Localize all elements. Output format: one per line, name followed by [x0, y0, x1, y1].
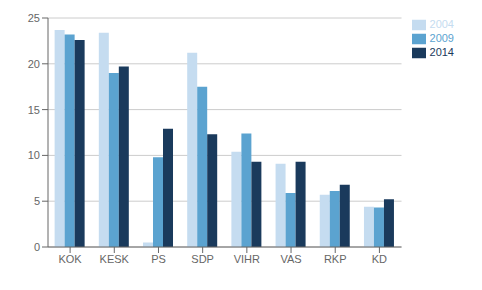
- svg-text:10: 10: [28, 149, 40, 161]
- svg-text:25: 25: [28, 12, 40, 24]
- svg-text:20: 20: [28, 58, 40, 70]
- svg-text:KESK: KESK: [100, 253, 130, 265]
- svg-text:5: 5: [34, 195, 40, 207]
- svg-text:KD: KD: [372, 253, 387, 265]
- svg-text:RKP: RKP: [324, 253, 347, 265]
- svg-text:SDP: SDP: [191, 253, 214, 265]
- svg-text:15: 15: [28, 104, 40, 116]
- html-text:2004: 2004: [429, 18, 454, 30]
- html-text:2009: 2009: [429, 32, 454, 45]
- svg-text:0: 0: [34, 241, 40, 253]
- svg-text:PS: PS: [151, 253, 166, 265]
- svg-text:VIHR: VIHR: [234, 253, 260, 265]
- svg-text:KOK: KOK: [58, 253, 82, 265]
- svg-text:VAS: VAS: [280, 253, 301, 265]
- html-text:2014: 2014: [429, 46, 454, 59]
